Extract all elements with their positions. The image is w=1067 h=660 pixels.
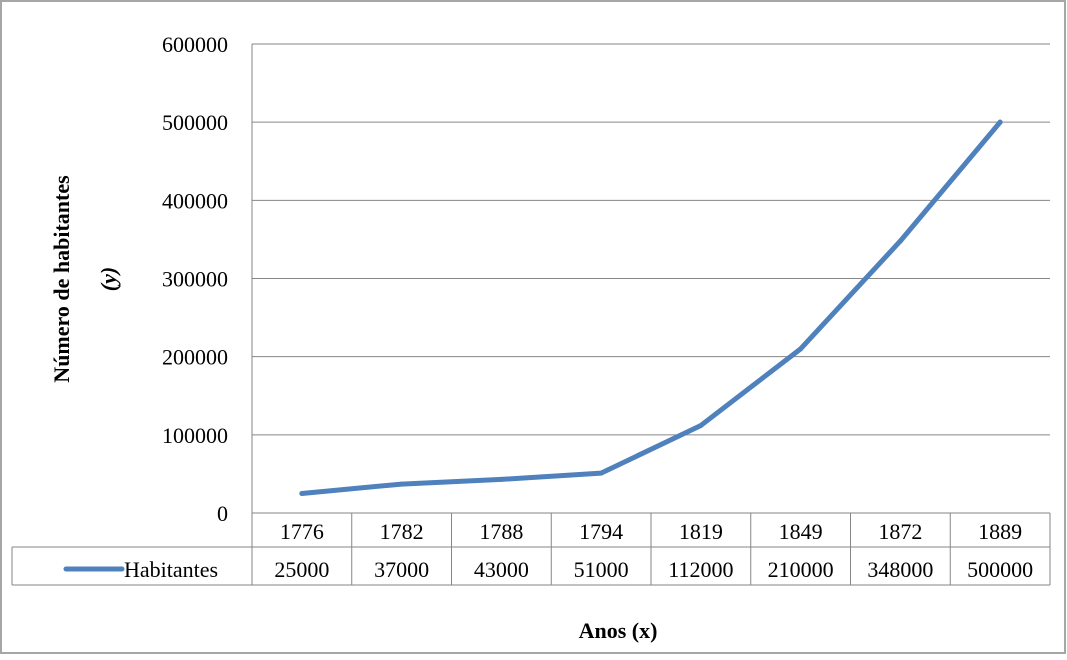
data-table-cell: 43000: [474, 557, 529, 582]
y-axis-label-line1: Número de habitantes: [49, 175, 74, 383]
y-tick-label: 200000: [162, 345, 228, 370]
data-point: [798, 346, 804, 352]
x-tick-label: 1819: [679, 519, 723, 544]
data-table-cell: 37000: [374, 557, 429, 582]
data-point: [897, 238, 903, 244]
x-tick-label: 1782: [380, 519, 424, 544]
data-point: [598, 470, 604, 476]
data-table: 1776 1782 1788 1794 1819 1849 1872 1889 25000 370…: [11, 44, 1051, 586]
data-table-cell: 112000: [668, 557, 733, 582]
y-tick-label: 100000: [162, 423, 228, 448]
x-tick-label: 1788: [479, 519, 523, 544]
y-tick-label: 500000: [162, 110, 228, 135]
series-lines: [299, 119, 1003, 496]
data-point: [299, 490, 305, 496]
x-tick-label: 1794: [579, 519, 623, 544]
data-point: [698, 422, 704, 428]
data-point: [997, 119, 1003, 125]
x-tick-label: 1849: [779, 519, 823, 544]
series-line-habitantes: [299, 119, 1003, 496]
y-tick-label: 400000: [162, 188, 228, 213]
data-table-row-label: Habitantes: [124, 557, 218, 582]
data-table-cell: 25000: [274, 557, 329, 582]
y-tick-label: 0: [217, 501, 228, 526]
data-table-cell: 500000: [967, 557, 1033, 582]
data-point: [498, 476, 504, 482]
data-point: [399, 481, 405, 487]
y-axis-label-line2: (y): [96, 267, 121, 291]
data-table-cell: 51000: [574, 557, 629, 582]
y-axis-tick-labels: 0 100000 200000 300000 400000 500000 600000: [162, 32, 228, 526]
data-table-cell: 348000: [867, 557, 933, 582]
y-tick-label: 600000: [162, 32, 228, 57]
x-tick-label: 1776: [280, 519, 324, 544]
x-axis-label: Anos (x): [579, 618, 658, 643]
data-table-cell: 210000: [768, 557, 834, 582]
gridlines: [252, 43, 1050, 436]
x-tick-label: 1889: [978, 519, 1022, 544]
y-tick-label: 300000: [162, 267, 228, 292]
x-tick-label: 1872: [878, 519, 922, 544]
